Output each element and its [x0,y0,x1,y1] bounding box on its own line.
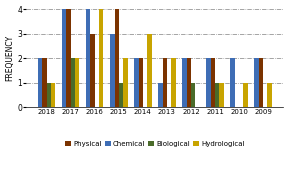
Bar [38,58,42,107]
Bar [187,58,191,107]
Bar [182,58,187,107]
Bar [267,83,272,107]
Bar [114,9,119,107]
Bar [62,9,66,107]
Bar [219,83,224,107]
Bar [171,58,176,107]
Bar [51,83,55,107]
Bar [47,83,51,107]
Bar [259,58,263,107]
Bar [71,58,75,107]
Bar [90,34,95,107]
Bar [215,83,219,107]
Bar [191,83,195,107]
Bar [138,58,143,107]
Bar [243,83,248,107]
Bar [75,58,79,107]
Bar [119,83,123,107]
Bar [123,58,127,107]
Legend: Physical, Chemical, Biological, Hydrological: Physical, Chemical, Biological, Hydrolog… [63,138,247,150]
Bar [230,58,235,107]
Bar [134,58,138,107]
Bar [211,58,215,107]
Bar [42,58,47,107]
Bar [99,9,103,107]
Bar [147,34,151,107]
Bar [254,58,259,107]
Bar [158,83,163,107]
Bar [206,58,211,107]
Bar [110,34,114,107]
Bar [66,9,71,107]
Bar [86,9,90,107]
Y-axis label: FREQUENCY: FREQUENCY [5,35,14,81]
Bar [163,58,167,107]
